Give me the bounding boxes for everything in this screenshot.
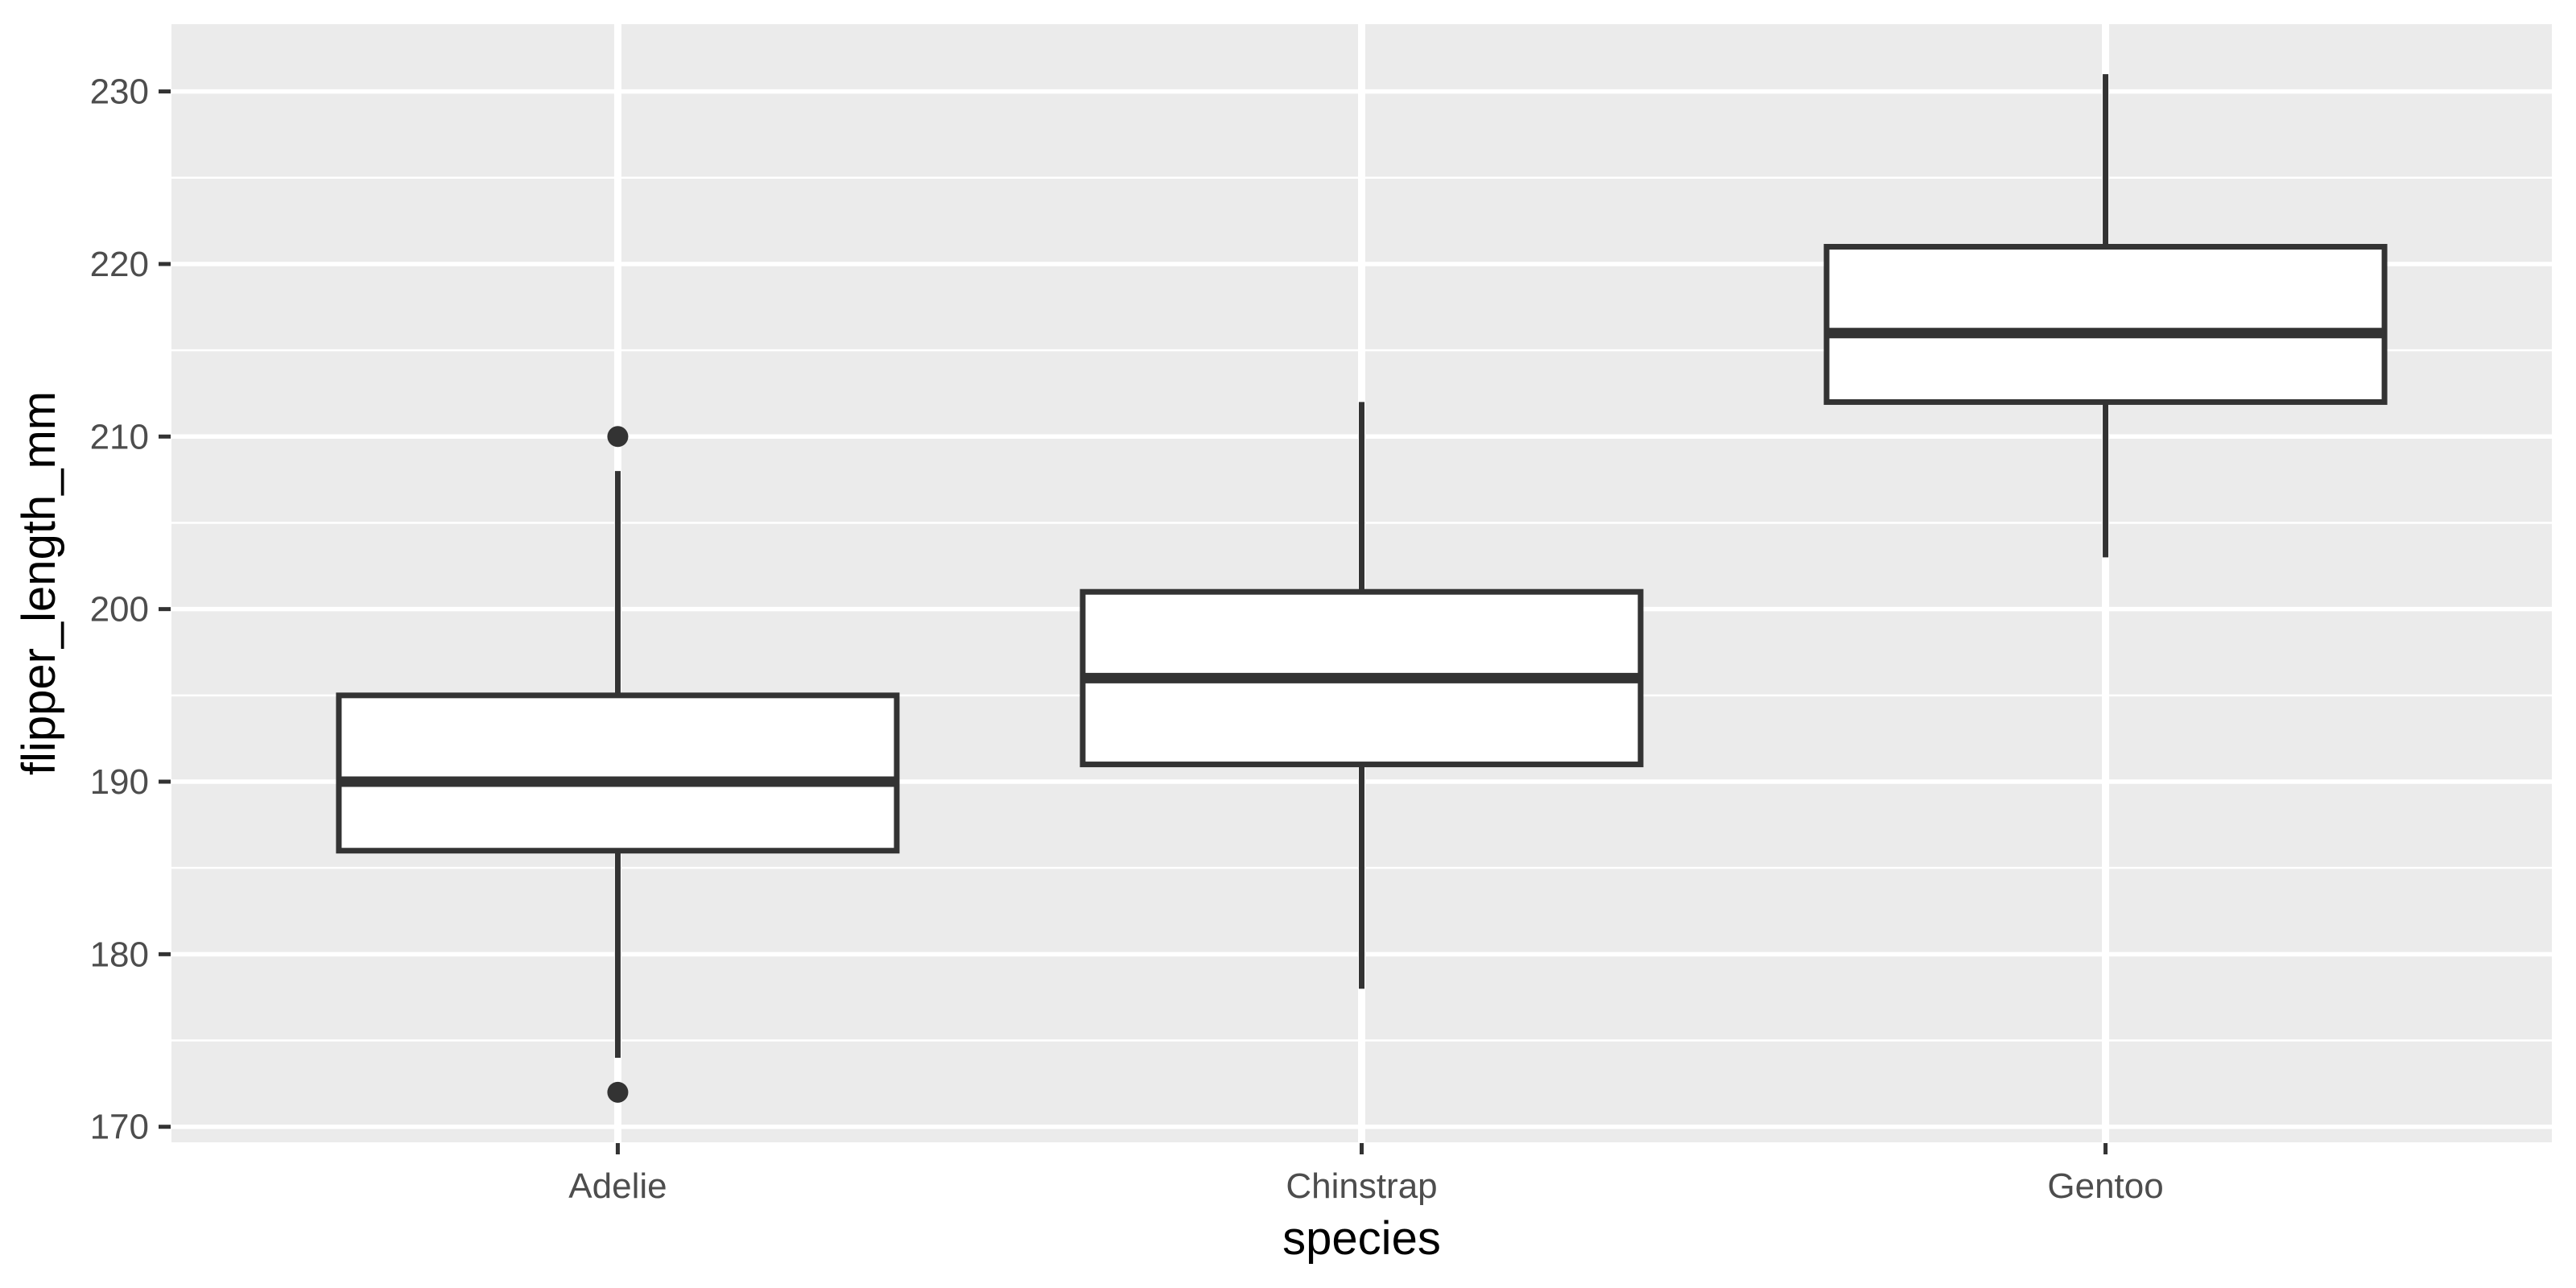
y-tick-label: 180 <box>90 935 149 974</box>
box-group-chinstrap <box>1080 402 1644 989</box>
iqr-box <box>1823 244 2388 405</box>
y-tick-label: 170 <box>90 1108 149 1147</box>
outlier-point <box>607 1081 629 1103</box>
iqr-box <box>336 692 900 854</box>
y-tick-label: 220 <box>90 245 149 284</box>
y-tick-label: 190 <box>90 762 149 802</box>
outlier-point <box>607 426 629 448</box>
y-axis-title: flipper_length_mm <box>13 391 65 775</box>
y-tick-label: 230 <box>90 72 149 112</box>
y-tick-label: 210 <box>90 417 149 456</box>
x-tick-label: Adelie <box>568 1166 667 1206</box>
x-tick-label: Gentoo <box>2047 1166 2163 1206</box>
x-axis-title: species <box>1282 1212 1441 1265</box>
box-group-gentoo <box>1823 74 2388 558</box>
x-tick-label: Chinstrap <box>1286 1166 1437 1206</box>
y-tick-label: 200 <box>90 590 149 630</box>
box-group-adelie <box>336 426 900 1103</box>
